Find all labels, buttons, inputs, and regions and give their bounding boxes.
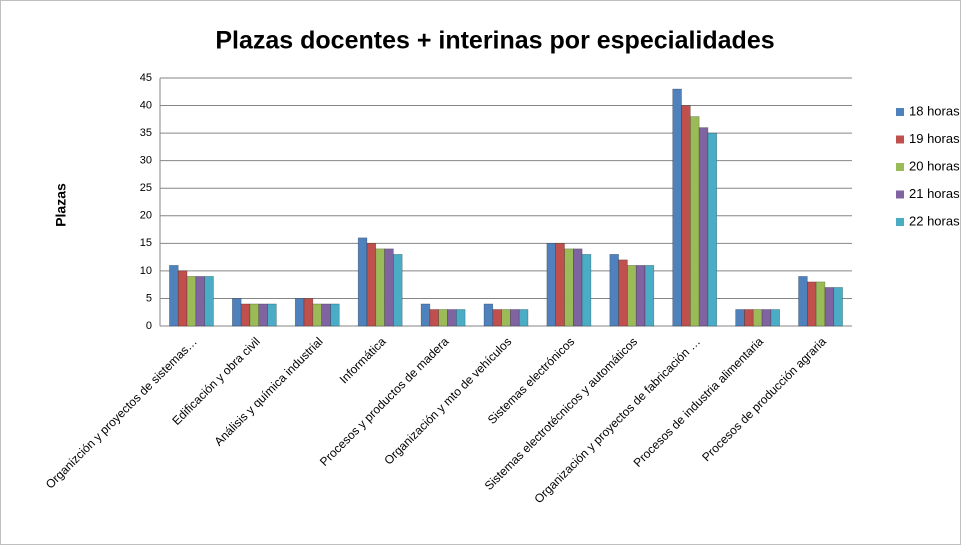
legend-label: 22 horas <box>909 213 960 228</box>
bar <box>815 281 826 327</box>
bar <box>761 309 772 327</box>
legend-swatch <box>896 190 904 199</box>
bar <box>707 132 718 327</box>
bar <box>581 254 592 327</box>
bar <box>824 287 835 327</box>
bar <box>735 309 745 327</box>
bar <box>375 248 385 327</box>
bar <box>330 303 340 327</box>
bar <box>681 105 691 327</box>
legend-swatch <box>896 135 904 144</box>
bar <box>698 127 709 327</box>
y-tick-label: 25 <box>140 182 152 194</box>
bar <box>204 276 214 327</box>
bar <box>609 254 619 327</box>
bar <box>573 248 583 327</box>
bar <box>807 281 817 327</box>
bar <box>429 309 439 327</box>
y-tick-label: 30 <box>140 155 152 167</box>
y-tick-label: 40 <box>140 99 152 111</box>
bar <box>294 298 305 327</box>
y-tick-label: 5 <box>146 292 152 304</box>
y-tick-label: 0 <box>146 320 152 332</box>
bar <box>770 309 780 327</box>
y-axis-label: Plazas <box>53 183 69 227</box>
legend-swatch <box>896 218 904 226</box>
bar <box>249 303 260 327</box>
bar <box>492 309 502 327</box>
y-tick-label: 35 <box>140 127 152 139</box>
bar <box>501 309 511 327</box>
bar <box>627 265 637 327</box>
bar <box>798 276 808 327</box>
chart-title: Plazas docentes + interinas por especial… <box>215 27 774 55</box>
legend-swatch <box>896 108 904 116</box>
bar <box>240 303 251 327</box>
bar <box>321 303 331 327</box>
bar <box>618 259 628 327</box>
bar <box>518 309 529 327</box>
bar <box>438 309 448 327</box>
bar <box>267 303 277 327</box>
bar <box>177 270 188 327</box>
legend-label: 18 horas <box>909 103 960 118</box>
bar <box>635 265 646 327</box>
bar <box>752 309 763 327</box>
bar <box>303 298 314 327</box>
bar <box>833 287 843 327</box>
bar <box>644 265 655 327</box>
bar <box>312 303 322 327</box>
bar <box>744 309 754 327</box>
bar <box>357 237 368 327</box>
bar <box>546 243 556 327</box>
y-tick-label: 10 <box>140 265 152 277</box>
bar <box>393 254 403 327</box>
legend-label: 20 horas <box>909 158 960 173</box>
bar <box>366 243 377 327</box>
legend-label: 19 horas <box>909 131 960 146</box>
bar <box>672 88 682 327</box>
bar <box>456 309 466 327</box>
bar <box>169 265 179 327</box>
bar <box>258 303 268 327</box>
legend-swatch <box>896 163 904 171</box>
bar <box>510 309 520 327</box>
bar <box>232 298 242 327</box>
y-tick-label: 45 <box>140 72 152 84</box>
bar <box>186 276 197 327</box>
legend-label: 21 horas <box>909 186 960 201</box>
bar <box>555 243 565 327</box>
bar <box>420 303 431 327</box>
bar <box>384 248 394 327</box>
bar <box>195 276 205 327</box>
bar <box>564 248 574 327</box>
y-tick-label: 20 <box>140 210 152 222</box>
bar <box>690 116 700 327</box>
bar <box>447 309 457 327</box>
y-tick-label: 15 <box>140 237 152 249</box>
bar <box>483 303 494 327</box>
